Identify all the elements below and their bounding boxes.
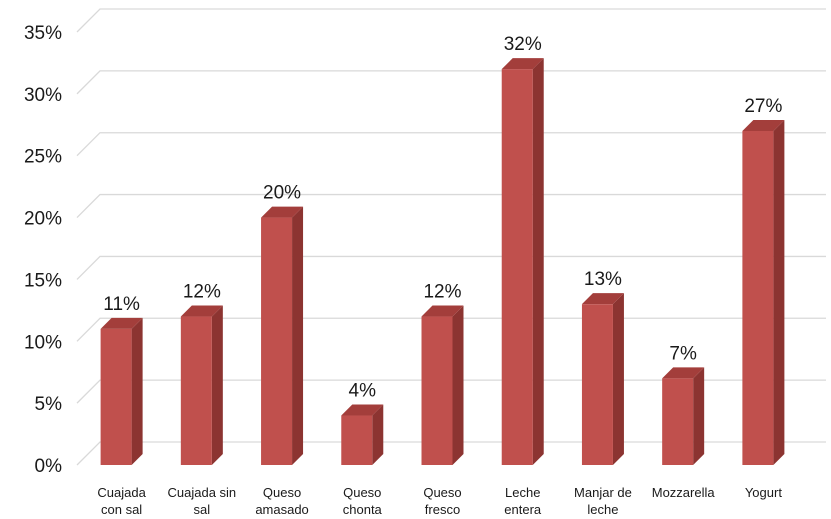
- bars: [100, 58, 785, 466]
- category-label: Yogurt: [745, 485, 782, 500]
- bar-top: [100, 317, 143, 329]
- gridline: [76, 8, 826, 33]
- bar: [662, 367, 705, 465]
- bar: [421, 305, 464, 465]
- gridline: [76, 70, 826, 95]
- category-label: Queso chonta: [343, 485, 383, 517]
- category-labels: Cuajada con sal Cuajada sin sal Queso amasado…: [97, 485, 782, 517]
- bar: [180, 305, 223, 465]
- category-label: Cuajada con sal: [97, 485, 146, 517]
- bar: [501, 58, 544, 465]
- bar-top: [421, 305, 464, 317]
- data-label: 20%: [263, 183, 301, 204]
- data-label: 27%: [744, 96, 782, 117]
- bar-front: [341, 415, 373, 465]
- bar-side: [372, 404, 384, 465]
- y-tick-label: 5%: [35, 394, 63, 415]
- bar-top: [180, 305, 223, 317]
- bar: [581, 293, 624, 465]
- data-label: 7%: [669, 343, 697, 364]
- bar: [341, 404, 384, 465]
- gridline: [76, 132, 826, 157]
- bar: [100, 317, 143, 465]
- bar-side: [452, 305, 464, 465]
- bar-front: [742, 130, 774, 465]
- category-label: Queso amasado: [255, 485, 308, 517]
- y-axis-tick-labels: 0% 5% 10% 15% 20% 25% 30% 35%: [24, 23, 62, 477]
- bar-front: [501, 69, 533, 465]
- y-tick-label: 10%: [24, 332, 62, 353]
- gridline: [76, 193, 826, 219]
- bar: [261, 206, 304, 466]
- data-label: 32%: [504, 34, 542, 55]
- data-label: 12%: [183, 282, 221, 303]
- y-tick-label: 35%: [24, 23, 62, 44]
- y-tick-label: 25%: [24, 147, 62, 168]
- bar-top: [662, 367, 705, 379]
- bar-side: [131, 317, 143, 465]
- bar-front: [581, 304, 613, 465]
- data-labels: 11% 12% 20% 4% 12% 32% 13% 7% 27%: [103, 34, 782, 401]
- bar-top: [581, 293, 624, 305]
- y-tick-label: 30%: [24, 85, 62, 106]
- bar-front: [662, 378, 694, 465]
- data-label: 12%: [423, 282, 461, 303]
- bar-front: [421, 316, 453, 465]
- bar-side: [292, 206, 304, 466]
- bar-top: [501, 58, 544, 70]
- bar-top: [742, 119, 785, 131]
- bar: [742, 119, 785, 465]
- category-label: Mozzarella: [652, 485, 716, 500]
- category-label: Cuajada sin sal: [168, 485, 237, 517]
- y-tick-label: 15%: [24, 270, 62, 291]
- data-label: 11%: [103, 294, 140, 315]
- data-label: 13%: [584, 269, 622, 290]
- bar-side: [211, 305, 223, 465]
- bar-side: [612, 293, 624, 465]
- category-label: Queso fresco: [423, 485, 461, 517]
- grid-lines: [76, 8, 826, 466]
- gridline: [76, 255, 826, 280]
- bar-side: [532, 58, 544, 465]
- category-label: Leche entera: [504, 485, 542, 517]
- bar-side: [773, 119, 785, 465]
- data-label: 4%: [349, 381, 377, 402]
- category-label: Manjar de leche: [574, 485, 632, 517]
- bar-front: [261, 217, 293, 465]
- bar-top: [341, 404, 384, 416]
- bar-side: [693, 367, 705, 465]
- bar-front: [100, 328, 132, 465]
- y-tick-label: 0%: [35, 456, 63, 477]
- y-tick-label: 20%: [24, 209, 62, 230]
- bar-front: [180, 316, 212, 465]
- bar-top: [261, 206, 304, 218]
